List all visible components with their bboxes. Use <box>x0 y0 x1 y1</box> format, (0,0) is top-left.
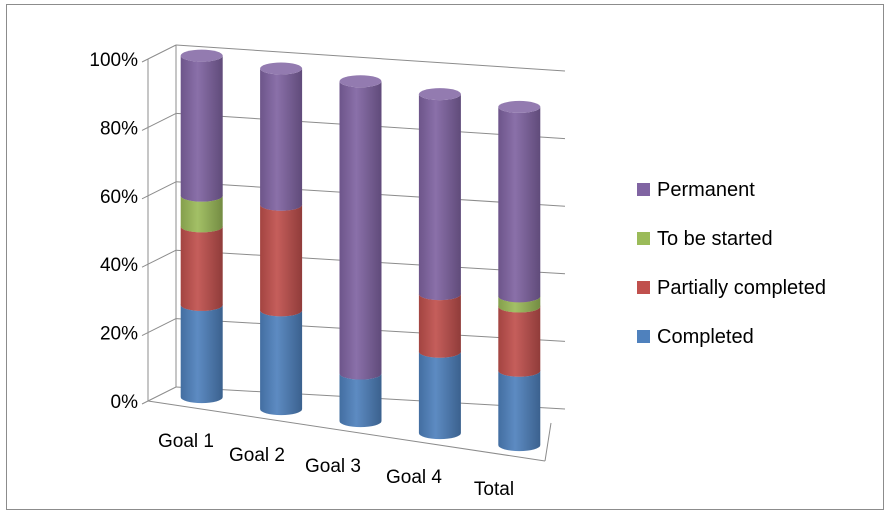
bar-top-cap <box>418 88 461 101</box>
bar-body <box>260 204 303 317</box>
bar-body <box>418 94 461 301</box>
bars <box>180 49 541 452</box>
bar-body <box>180 195 223 233</box>
gridline-side <box>147 318 177 334</box>
legend: Permanent To be started Partially complete… <box>637 179 826 348</box>
legend-swatch <box>637 232 650 245</box>
bar-body <box>339 373 382 428</box>
bar-segment <box>418 345 461 440</box>
y-axis-tick-labels: 0% 20% 40% 60% 80% 100% <box>89 50 138 413</box>
bar-body <box>180 55 223 202</box>
y-tick-mark <box>141 195 149 200</box>
legend-swatch <box>637 183 650 196</box>
bar-top-cap <box>498 100 541 113</box>
bar-segment <box>498 364 541 452</box>
axes <box>147 45 552 462</box>
legend-item: To be started <box>637 228 773 250</box>
bar-body <box>498 370 541 452</box>
bar-body <box>418 294 461 358</box>
y-tick-mark <box>141 58 149 63</box>
bar-body <box>498 106 541 303</box>
y-tick-mark <box>141 332 149 337</box>
x-tick-label: Total <box>474 479 514 500</box>
bar-body <box>418 351 461 440</box>
bar-segment <box>418 88 461 301</box>
gridline-side <box>147 112 177 128</box>
bar-segment <box>498 100 541 303</box>
y-tick-label: 80% <box>100 118 138 139</box>
legend-label: Partially completed <box>657 277 826 299</box>
bar-top-cap <box>260 62 303 75</box>
legend-swatch <box>637 330 650 343</box>
bar-segment <box>180 49 223 202</box>
bar-body <box>180 226 223 311</box>
legend-item: Permanent <box>637 179 755 201</box>
floor-side-edge <box>544 422 552 462</box>
x-tick-label: Goal 2 <box>229 445 285 466</box>
gridline <box>175 44 566 72</box>
y-tick-mark <box>141 400 149 405</box>
y-tick-label: 40% <box>100 255 138 276</box>
bar-body <box>498 306 541 377</box>
y-tick-label: 0% <box>111 392 139 413</box>
legend-label: Completed <box>657 326 754 348</box>
bar-segment <box>260 304 303 416</box>
legend-label: To be started <box>657 228 773 250</box>
bar-body <box>498 296 541 313</box>
gridline-side <box>147 249 177 265</box>
bar-segment <box>180 298 223 404</box>
gridline-side <box>147 181 177 197</box>
bar-segment <box>180 220 223 311</box>
y-tick-mark <box>141 263 149 268</box>
bar-segment <box>260 198 303 317</box>
legend-label: Permanent <box>657 179 755 201</box>
bar-segment <box>260 62 303 211</box>
x-axis-line <box>147 400 546 462</box>
gridline-side <box>147 386 177 402</box>
x-tick-label: Goal 1 <box>158 431 214 452</box>
x-tick-label: Goal 3 <box>305 456 361 477</box>
bar-body <box>260 310 303 416</box>
x-axis-tick-labels: Goal 1 Goal 2 Goal 3 Goal 4 Total <box>158 431 514 500</box>
bar-top-cap <box>180 49 223 62</box>
bar-body <box>260 68 303 211</box>
y-tick-mark <box>141 126 149 131</box>
y-tick-label: 20% <box>100 324 138 345</box>
gridline-side <box>147 44 177 60</box>
bar-body <box>180 304 223 404</box>
y-tick-label: 100% <box>89 50 138 71</box>
bar-segment <box>339 75 382 380</box>
legend-swatch <box>637 281 650 294</box>
legend-item: Completed <box>637 326 754 348</box>
x-tick-label: Goal 4 <box>386 467 442 488</box>
legend-item: Partially completed <box>637 277 826 299</box>
bar-body <box>339 81 382 380</box>
y-tick-label: 60% <box>100 187 138 208</box>
bar-top-cap <box>339 75 382 88</box>
